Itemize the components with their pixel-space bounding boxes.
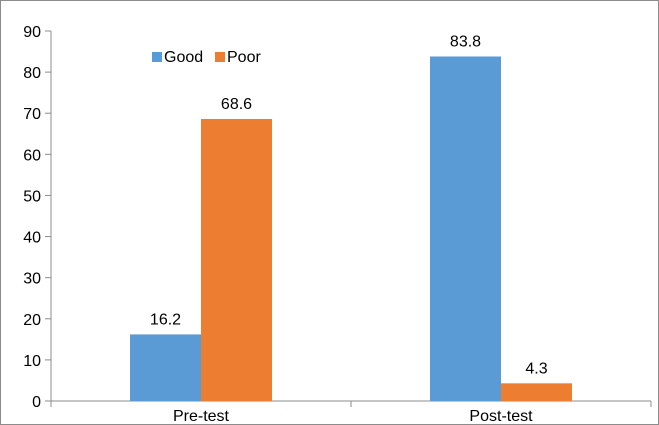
y-tick-label: 50	[23, 188, 41, 205]
bars-group	[130, 56, 572, 401]
legend-swatch-good	[152, 52, 162, 62]
y-tick-label: 0	[32, 394, 41, 411]
legend: Good Poor	[152, 49, 261, 66]
legend-label-good: Good	[164, 49, 203, 66]
y-tick-label: 80	[23, 65, 41, 82]
bar-poor-pre-test	[201, 119, 272, 401]
bar-good-post-test	[430, 56, 501, 401]
y-tick-label: 70	[23, 106, 41, 123]
y-tick-label: 30	[23, 271, 41, 288]
y-axis-ticks: 0 10 20 30 40 50 60 70 80 90	[23, 24, 51, 411]
data-label: 83.8	[450, 33, 481, 50]
data-label: 4.3	[525, 360, 547, 377]
x-axis-ticks: Pre-test Post-test	[51, 401, 651, 424]
y-tick-label: 60	[23, 147, 41, 164]
data-label: 16.2	[150, 311, 181, 328]
bar-poor-post-test	[501, 383, 572, 401]
x-category-label: Post-test	[469, 408, 533, 424]
y-tick-label: 90	[23, 24, 41, 41]
y-tick-label: 40	[23, 230, 41, 247]
legend-swatch-poor	[215, 52, 225, 62]
data-label: 68.6	[221, 96, 252, 113]
y-tick-label: 20	[23, 312, 41, 329]
legend-label-poor: Poor	[227, 49, 261, 66]
bar-good-pre-test	[130, 334, 201, 401]
y-tick-label: 10	[23, 353, 41, 370]
x-category-label: Pre-test	[173, 408, 230, 424]
